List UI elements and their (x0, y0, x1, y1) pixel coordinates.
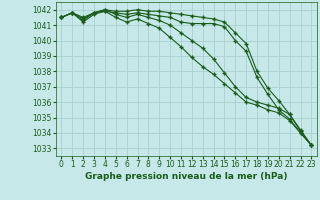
X-axis label: Graphe pression niveau de la mer (hPa): Graphe pression niveau de la mer (hPa) (85, 172, 288, 181)
